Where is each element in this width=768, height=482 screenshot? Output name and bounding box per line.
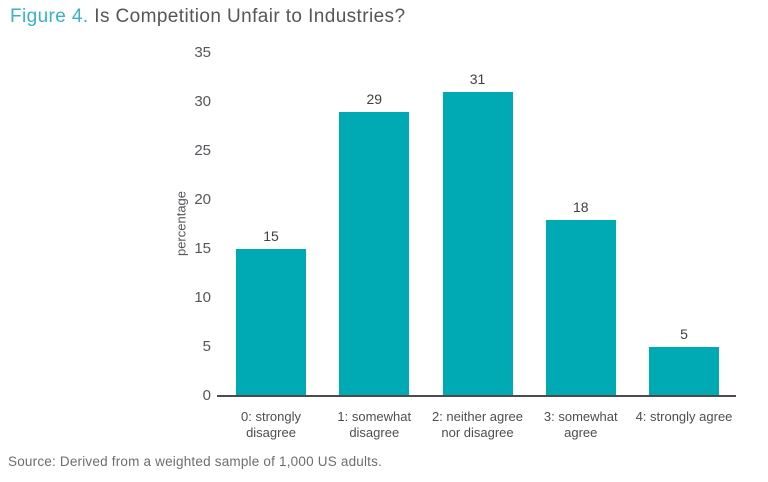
bar-value-label: 29: [366, 90, 383, 107]
figure-title-prefix: Figure 4.: [10, 6, 89, 27]
bar: [545, 219, 616, 396]
y-tick-label: 15: [194, 240, 211, 257]
y-tick-label: 30: [194, 93, 211, 110]
bar: [442, 92, 513, 396]
y-tick-label: 10: [194, 289, 211, 306]
y-tick-label: 20: [194, 191, 211, 208]
bar-value-label: 31: [469, 71, 486, 88]
x-axis-line: [217, 395, 736, 397]
x-tick-label: 3: somewhat agree: [543, 409, 618, 440]
x-tick-label: 2: neither agree nor disagree: [431, 409, 524, 440]
bar: [236, 249, 306, 396]
y-tick-label: 35: [194, 44, 211, 61]
bar: [339, 111, 410, 396]
y-tick-label: 0: [202, 387, 211, 404]
y-tick-label: 5: [202, 338, 211, 355]
x-tick-label: 4: strongly agree: [635, 409, 733, 424]
figure-title: Figure 4. Is Competition Unfair to Indus…: [10, 6, 405, 28]
bar-value-label: 15: [263, 228, 279, 244]
figure-title-text: Is Competition Unfair to Industries?: [88, 6, 406, 27]
x-tick-label: 0: strongly disagree: [241, 409, 301, 440]
y-tick-label: 25: [194, 142, 211, 159]
bar: [649, 347, 719, 396]
source-note: Source: Derived from a weighted sample o…: [8, 454, 383, 469]
bar-value-label: 18: [572, 198, 589, 215]
bar-value-label: 5: [680, 326, 688, 342]
y-axis-label: percentage: [173, 190, 189, 257]
x-tick-label: 1: somewhat disagree: [337, 409, 412, 440]
